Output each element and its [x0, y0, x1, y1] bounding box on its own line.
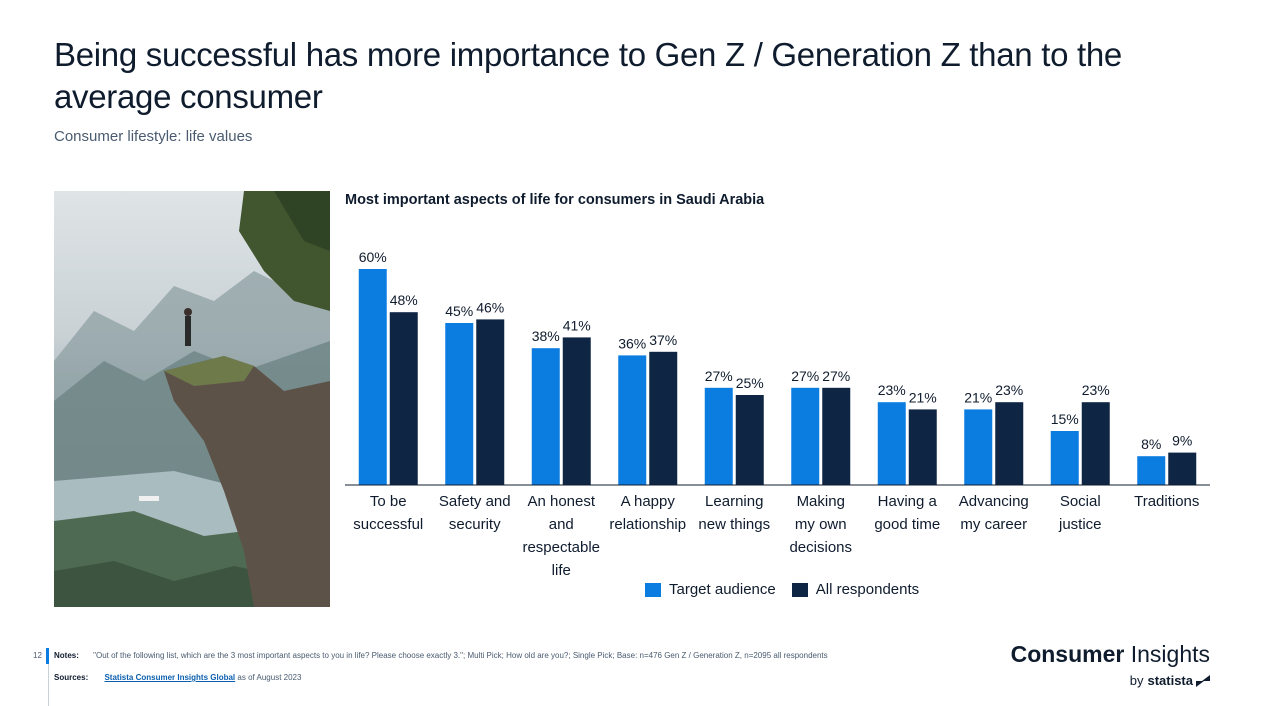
bar — [1168, 452, 1197, 485]
legend-label-all: All respondents — [815, 581, 920, 598]
chart-legend: Target audience All respondents — [645, 581, 935, 598]
category-label: decisions — [789, 539, 852, 556]
brand-name-bold: Consumer — [1010, 641, 1125, 667]
category-label: successful — [353, 516, 423, 533]
bar — [1081, 402, 1110, 485]
sources-suffix: as of August 2023 — [237, 673, 302, 682]
category-label: life — [552, 562, 571, 579]
category-label: Learning — [705, 493, 763, 510]
data-label: 60% — [359, 249, 387, 265]
data-label: 23% — [1082, 382, 1110, 398]
data-label: 41% — [563, 317, 591, 333]
data-label: 8% — [1141, 436, 1161, 452]
category-label: An honest — [527, 493, 595, 510]
bar — [877, 402, 906, 485]
brand-name-light: Insights — [1130, 641, 1210, 667]
category-label: Advancing — [959, 493, 1029, 510]
brand-byline: by statista — [1130, 673, 1210, 688]
data-label: 27% — [705, 368, 733, 384]
page-subtitle: Consumer lifestyle: life values — [54, 128, 253, 145]
legend-item-target: Target audience — [645, 581, 776, 598]
bar — [358, 269, 387, 485]
footer-accent-bar — [46, 648, 49, 664]
category-label: my career — [960, 516, 1027, 533]
bar — [964, 409, 993, 485]
data-label: 9% — [1172, 433, 1192, 449]
sources: Sources: Statista Consumer Insights Glob… — [54, 673, 301, 682]
category-label: respectable — [522, 539, 600, 556]
statista-logo-icon — [1196, 674, 1210, 687]
data-label: 37% — [649, 332, 677, 348]
notes-label: Notes: — [54, 651, 79, 660]
bar — [1137, 456, 1166, 485]
bar — [389, 312, 418, 485]
page-number: 12 — [33, 651, 42, 660]
data-label: 15% — [1051, 411, 1079, 427]
hero-photo — [54, 191, 330, 607]
bar — [445, 323, 474, 485]
data-label: 21% — [964, 389, 992, 405]
bar — [791, 387, 820, 485]
bar — [995, 402, 1024, 485]
category-label: To be — [370, 493, 407, 510]
category-label: relationship — [609, 516, 686, 533]
footer-divider — [48, 664, 49, 706]
cliff-landscape-image — [54, 191, 330, 607]
data-label: 27% — [791, 368, 819, 384]
bar — [649, 351, 678, 485]
notes: Notes: "Out of the following list, which… — [54, 651, 828, 660]
category-label: new things — [698, 516, 770, 533]
data-label: 27% — [822, 368, 850, 384]
bar — [908, 409, 937, 485]
legend-swatch-target — [645, 582, 661, 597]
category-label: Traditions — [1134, 493, 1199, 510]
category-label: A happy — [621, 493, 676, 510]
category-label: good time — [874, 516, 940, 533]
bar — [735, 395, 764, 485]
sources-link[interactable]: Statista Consumer Insights Global — [104, 673, 236, 682]
category-label: and — [549, 516, 574, 533]
category-label: Social — [1060, 493, 1101, 510]
bar — [822, 387, 851, 485]
category-label: Safety and — [439, 493, 511, 510]
sources-label: Sources: — [54, 673, 89, 682]
data-label: 46% — [476, 299, 504, 315]
data-label: 25% — [736, 375, 764, 391]
category-label: Making — [797, 493, 845, 510]
bar-chart: 60% 48% To be successful 45% 46% Safety and sec… — [345, 249, 1210, 579]
legend-label-target: Target audience — [669, 581, 776, 598]
data-label: 23% — [878, 382, 906, 398]
category-label: my own — [795, 516, 847, 533]
page-title: Being successful has more importance to … — [54, 36, 1122, 115]
data-label: 36% — [618, 335, 646, 351]
data-label: 48% — [390, 292, 418, 308]
brand-by: by — [1129, 673, 1144, 688]
brand-logo: Consumer Insights — [1011, 641, 1210, 668]
bar — [476, 319, 505, 485]
data-label: 23% — [995, 382, 1023, 398]
legend-swatch-all — [791, 582, 808, 597]
chart-title: Most important aspects of life for consu… — [345, 192, 765, 208]
brand-company: statista — [1147, 673, 1193, 688]
bar — [1050, 431, 1079, 485]
bar — [704, 387, 733, 485]
bar — [562, 337, 591, 485]
data-label: 21% — [909, 389, 937, 405]
category-label: justice — [1058, 516, 1102, 533]
data-label: 45% — [445, 303, 473, 319]
category-label: security — [449, 516, 501, 533]
data-label: 38% — [532, 328, 560, 344]
legend-item-all: All respondents — [791, 581, 920, 598]
notes-text: "Out of the following list, which are th… — [93, 651, 828, 660]
bar — [618, 355, 647, 485]
bar — [531, 348, 560, 485]
category-label: Having a — [878, 493, 938, 510]
